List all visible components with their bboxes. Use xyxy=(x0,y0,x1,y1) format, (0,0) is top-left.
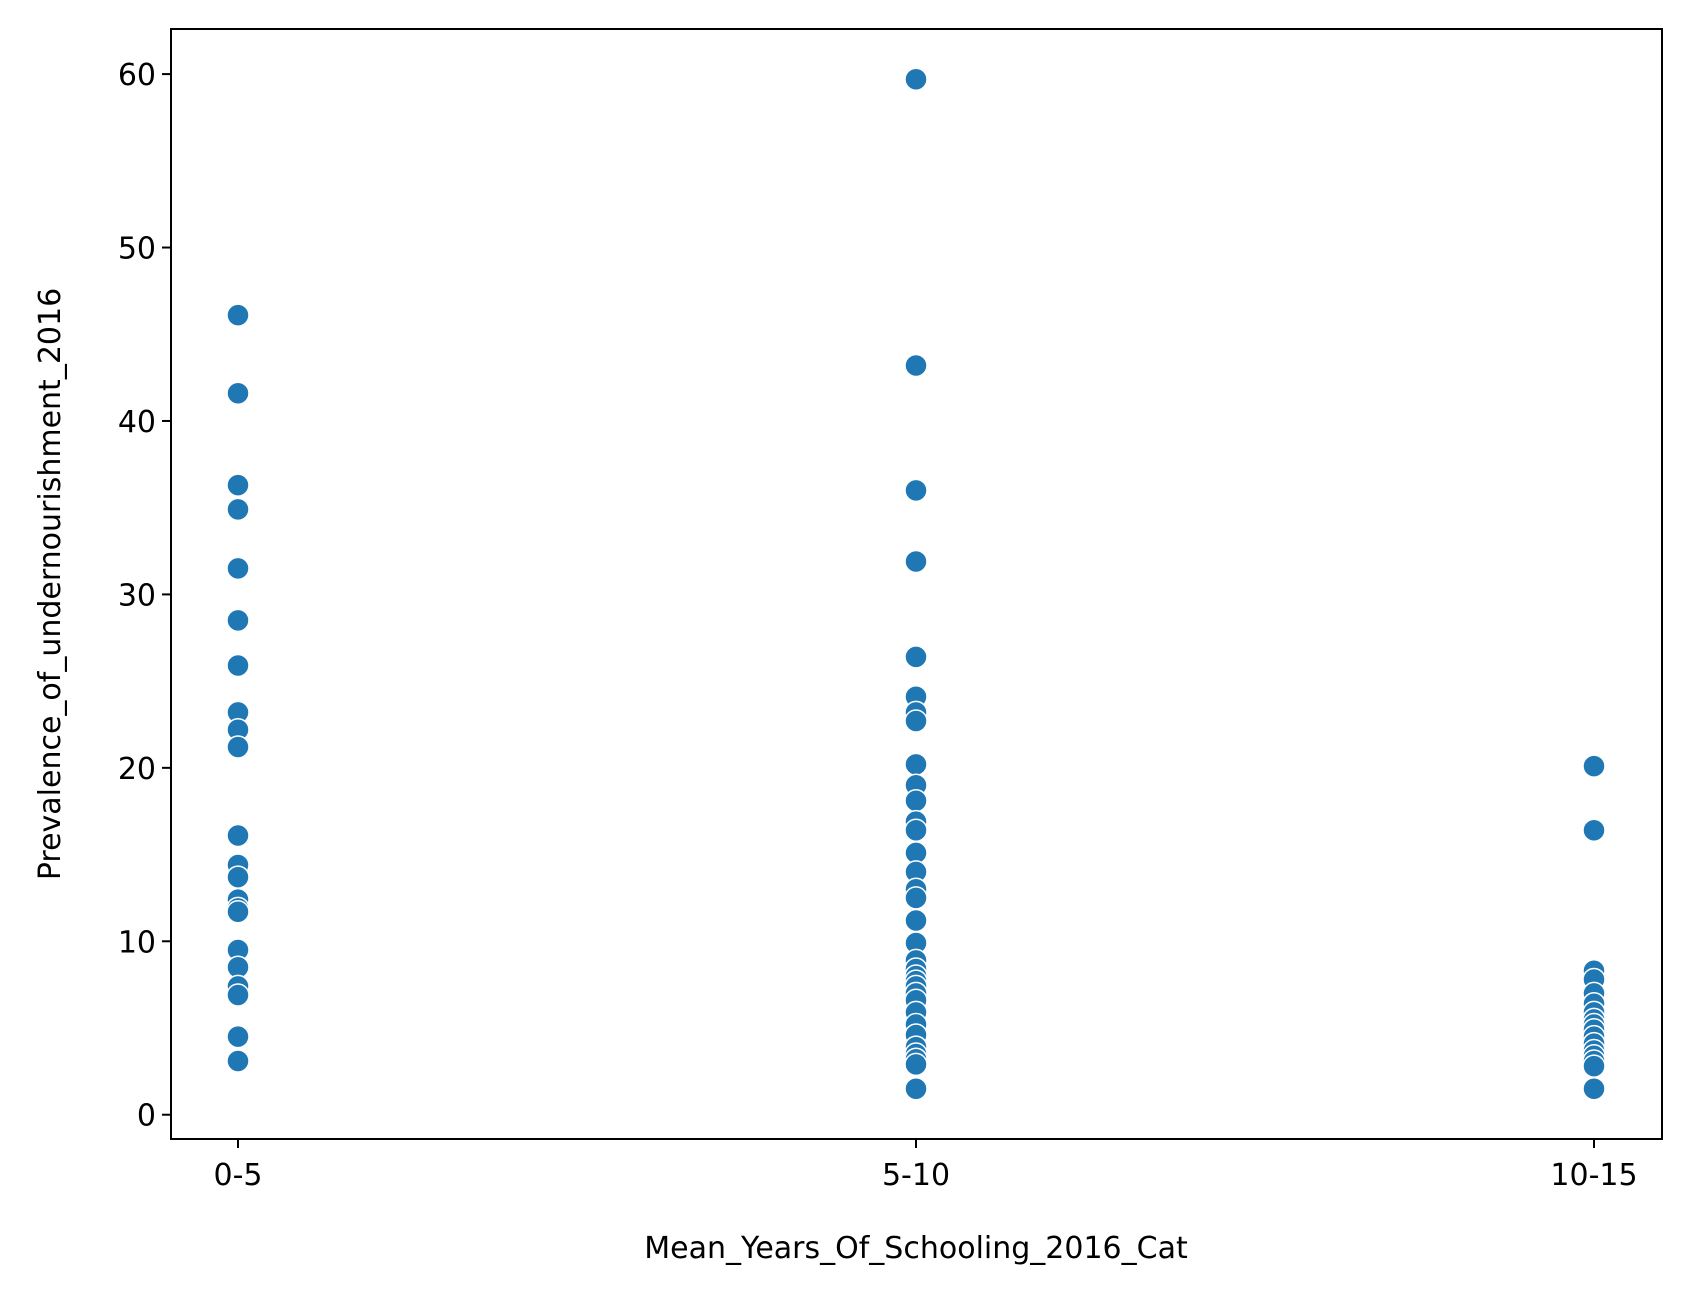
y-axis-label: Prevalence_of_undernourishment_2016 xyxy=(33,288,68,880)
scatter-point xyxy=(226,900,250,924)
y-tick-label: 30 xyxy=(118,578,156,613)
y-tick-label: 0 xyxy=(137,1099,156,1134)
x-tick-label: 0-5 xyxy=(214,1158,263,1193)
y-tick-label: 60 xyxy=(118,58,156,93)
scatter-point xyxy=(904,1076,928,1101)
scatter-point xyxy=(904,789,928,813)
marks-layer xyxy=(226,67,1606,1101)
scatter-point xyxy=(226,497,250,522)
scatter-point xyxy=(226,608,250,633)
scatter-point xyxy=(904,353,928,378)
y-tick-label: 10 xyxy=(118,925,156,960)
scatter-point xyxy=(1582,1076,1606,1101)
scatter-point xyxy=(904,752,928,777)
x-axis: 0-5 5-10 10-15 xyxy=(214,1139,1638,1193)
scatter-point xyxy=(904,1052,928,1077)
scatter-point xyxy=(226,865,250,889)
x-tick-label: 10-15 xyxy=(1550,1158,1637,1193)
scatter-point xyxy=(226,823,250,848)
scatter-point xyxy=(226,381,250,405)
scatter-point xyxy=(226,556,250,581)
y-tick-label: 40 xyxy=(118,405,156,440)
x-tick-label: 5-10 xyxy=(882,1158,950,1193)
scatter-point xyxy=(226,1049,250,1073)
y-tick-label: 50 xyxy=(118,232,156,267)
scatter-point xyxy=(904,886,928,910)
scatter-point xyxy=(904,818,928,843)
scatter-point xyxy=(226,1024,250,1049)
y-tick-label: 20 xyxy=(118,752,156,787)
scatter-point xyxy=(904,67,928,92)
scatter-point xyxy=(1582,754,1606,778)
scatter-point xyxy=(226,473,250,497)
scatter-point xyxy=(226,653,250,678)
y-axis: 0 10 20 30 40 50 60 xyxy=(118,58,171,1134)
scatter-point xyxy=(1582,818,1606,843)
scatter-point xyxy=(904,709,928,733)
scatter-point xyxy=(226,983,250,1007)
scatter-point xyxy=(904,645,928,669)
x-axis-label: Mean_Years_Of_Schooling_2016_Cat xyxy=(644,1231,1188,1266)
scatter-point xyxy=(904,908,928,933)
scatter-point xyxy=(226,735,250,759)
scatter-point xyxy=(904,549,928,574)
scatter-point xyxy=(226,303,250,327)
scatter-point xyxy=(1582,1054,1606,1078)
scatter-point xyxy=(904,478,928,503)
